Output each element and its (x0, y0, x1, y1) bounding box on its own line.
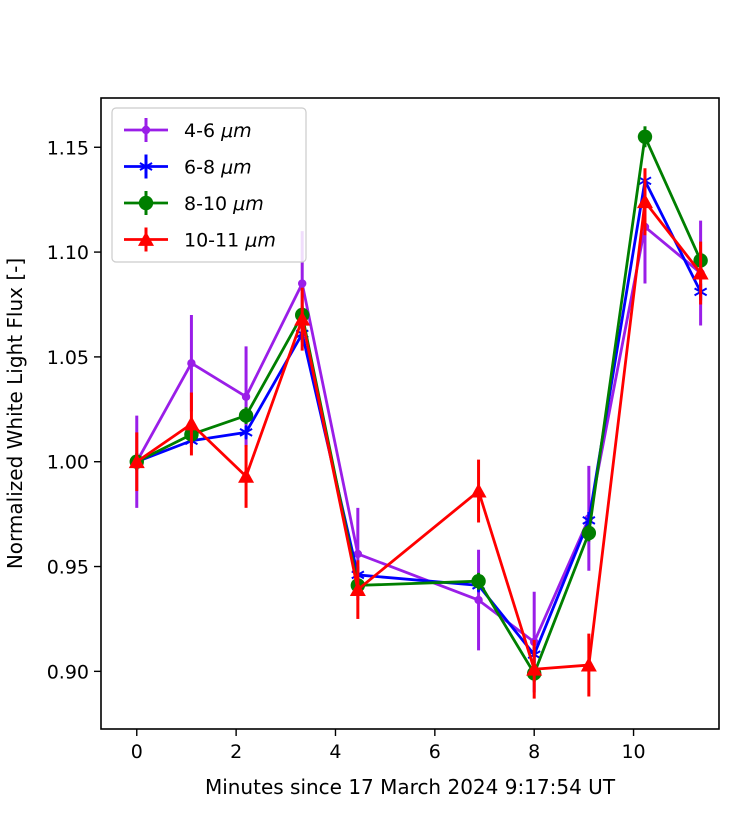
data-point (294, 311, 311, 326)
data-point (183, 415, 200, 431)
data-point (239, 425, 253, 440)
y-tick-label: 1.15 (47, 137, 89, 159)
data-point (471, 574, 486, 589)
y-axis-label: Normalized White Light Flux [-] (3, 258, 27, 569)
data-point (241, 392, 251, 401)
data-point (636, 193, 653, 209)
x-tick-label: 8 (528, 741, 540, 763)
legend-marker (141, 125, 151, 135)
data-point (349, 581, 366, 596)
data-point (470, 483, 487, 498)
series-layer (128, 126, 709, 699)
series-line (136, 135, 702, 675)
data-point (128, 453, 145, 469)
legend-marker (139, 159, 153, 174)
data-point (474, 595, 483, 605)
ticks-layer: 0 2 4 6 8 10 0.90 0.95 1.00 1.05 1.10 1.15 (47, 137, 646, 763)
legend-label: 4-6 μm (184, 120, 252, 142)
y-tick-label: 1.05 (47, 347, 89, 369)
legend-item: 10-11 μm (124, 227, 276, 252)
data-point (353, 549, 363, 559)
x-tick-label: 4 (329, 741, 341, 763)
series-line (135, 225, 702, 644)
legend-marker (138, 231, 154, 246)
axes-frame (100, 97, 720, 730)
legend: 4-6 μm 6-8 μm 8-10 μm 10-11 μm (111, 107, 307, 263)
legend-item: 8-10 μm (124, 191, 264, 215)
data-point (692, 265, 709, 280)
legend-item: 6-8 μm (124, 154, 252, 179)
data-point (187, 358, 196, 368)
data-point (581, 525, 597, 541)
data-point (526, 661, 543, 676)
legend-box (111, 107, 307, 263)
legend-label: 6-8 μm (184, 157, 252, 179)
x-tick-label: 0 (131, 741, 143, 763)
y-tick-label: 0.95 (47, 557, 89, 579)
data-point (238, 408, 254, 423)
y-tick-label: 1.00 (47, 452, 89, 474)
data-point (238, 468, 255, 483)
data-point (637, 129, 653, 144)
legend-item: 4-6 μm (124, 118, 252, 142)
x-tick-label: 6 (429, 741, 441, 763)
legend-label: 10-11 μm (184, 230, 276, 252)
series-line (136, 179, 702, 656)
series-10-11 (128, 168, 709, 699)
legend-label: 8-10 μm (184, 193, 264, 215)
x-tick-label: 10 (621, 741, 645, 763)
y-tick-label: 1.10 (47, 242, 89, 264)
y-tick-label: 0.90 (47, 661, 89, 683)
x-tick-label: 2 (230, 741, 242, 763)
data-point (580, 657, 597, 672)
legend-marker (138, 195, 154, 211)
data-point (297, 279, 307, 288)
series-line (135, 200, 702, 671)
x-axis-label: Minutes since 17 March 2024 9:17:54 UT (205, 775, 616, 799)
